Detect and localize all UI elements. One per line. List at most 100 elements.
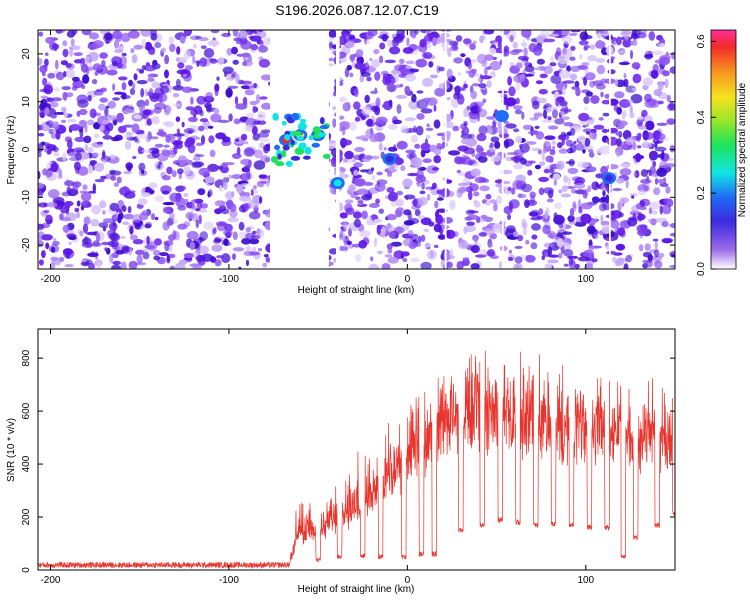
- spectrogram-cell: [471, 83, 480, 87]
- spectrogram-cell: [120, 32, 131, 43]
- spectrogram-cell: [370, 127, 373, 135]
- spectrogram-cell: [552, 173, 561, 181]
- spectrogram-cell: [658, 56, 671, 66]
- spectrogram-cell: [456, 157, 465, 165]
- spectrogram-cell: [549, 62, 557, 67]
- spectrogram-cell: [183, 50, 191, 60]
- spectrogram-cell: [198, 209, 208, 213]
- spectrogram-cell: [532, 100, 540, 110]
- spectrogram-cell: [554, 202, 562, 210]
- spectrogram-cell: [38, 31, 44, 37]
- spectrogram-cell: [136, 80, 148, 85]
- spectrogram-cell: [94, 179, 105, 183]
- spectrogram-cell: [243, 147, 255, 157]
- spectrogram-cell: [239, 195, 251, 202]
- spectrogram-cell: [485, 227, 495, 235]
- spectrogram-cell: [62, 48, 69, 58]
- spectrogram-cell: [485, 200, 491, 206]
- spectrogram-cell: [480, 75, 492, 80]
- spectrogram-cell: [522, 39, 526, 49]
- spectrogram-cell: [359, 230, 371, 238]
- spectrogram-cell: [217, 165, 223, 170]
- spectrogram-cell: [521, 30, 532, 38]
- spectrogram-cell: [636, 118, 643, 127]
- spectrogram-cell: [460, 53, 466, 58]
- spectrogram-cell: [80, 57, 86, 65]
- spectrogram-cell: [109, 202, 119, 212]
- spectrogram-cell: [76, 200, 81, 207]
- spectrogram-cell: [130, 47, 135, 54]
- spectrogram-cell: [166, 222, 171, 227]
- spectrogram-cell: [43, 147, 48, 153]
- spectrogram-cell: [135, 249, 145, 255]
- spectrogram-cell: [437, 234, 447, 240]
- spectrogram-cell: [452, 41, 458, 50]
- spectrogram-cell: [154, 143, 164, 148]
- spectrogram-cell: [169, 43, 176, 53]
- snr-frame: [37, 328, 676, 571]
- spectrogram-cell: [461, 258, 470, 267]
- spectrogram-cell: [429, 74, 439, 79]
- spectrogram-cell: [428, 221, 435, 227]
- spectrogram-cell: [463, 38, 472, 45]
- spectrogram-cell: [553, 214, 565, 225]
- spectrogram-cell: [623, 263, 629, 269]
- spectrogram-cell: [612, 256, 617, 263]
- spectrogram-cell: [563, 263, 569, 267]
- spectrogram-cell: [577, 161, 589, 168]
- spectrogram-cell: [50, 132, 57, 139]
- spectrogram-cell: [379, 42, 386, 50]
- spectrogram-cell: [570, 45, 576, 51]
- spectrogram-cell: [183, 132, 189, 138]
- spectrogram-cell: [591, 181, 600, 191]
- spectrogram-cell: [414, 30, 419, 35]
- spectrogram-cell: [618, 49, 626, 54]
- spectrogram-cell: [619, 197, 629, 204]
- spectrogram-cell: [612, 188, 623, 192]
- spectrogram-cell: [415, 125, 424, 136]
- spectrogram-cell: [79, 230, 84, 237]
- spectrogram-cell: [185, 211, 195, 220]
- spectrogram-cell: [365, 40, 371, 45]
- spectrogram-cell: [381, 263, 391, 269]
- spectrogram-cell: [428, 61, 434, 68]
- spectrogram-cell: [617, 121, 624, 128]
- spectrogram-cell: [456, 260, 464, 269]
- spectrogram-cell: [62, 40, 68, 47]
- spectrogram-cell: [600, 91, 604, 98]
- spectrogram-cell: [162, 206, 170, 214]
- spectrogram-cell: [240, 158, 252, 165]
- spectrogram-cell: [214, 259, 222, 267]
- spectrogram-cell: [543, 187, 554, 194]
- spectrogram-cell: [474, 200, 481, 208]
- spectrogram-cell: [154, 195, 165, 202]
- spectrogram-cell: [568, 256, 574, 266]
- spectrogram-cell: [257, 248, 263, 252]
- spectrogram-cell: [493, 202, 498, 212]
- spectrogram-cell: [490, 71, 496, 78]
- spectrogram-cell: [249, 30, 258, 34]
- spectrogram-cell: [402, 257, 408, 263]
- spectrogram-cell: [210, 30, 220, 34]
- spectrogram-cell: [536, 58, 546, 65]
- spectrogram-cell: [507, 76, 512, 86]
- spectrogram-cell: [414, 143, 421, 149]
- spectrogram-cell: [199, 57, 208, 68]
- spectrogram-cell: [145, 99, 150, 107]
- spectrogram-cell: [601, 224, 611, 234]
- spectrogram-cell: [386, 213, 398, 221]
- spectrogram-cell: [103, 218, 115, 224]
- spectrogram-cell: [223, 229, 233, 236]
- spectrogram-cell: [352, 211, 362, 219]
- spectrogram-cell: [513, 263, 523, 269]
- spectrogram-cell: [614, 91, 625, 99]
- spectrogram-cell: [581, 62, 590, 66]
- spectrogram-cell: [541, 255, 545, 260]
- spectrogram-cell: [354, 146, 365, 153]
- spectrogram-cell: [517, 55, 530, 61]
- spectrogram-cell: [151, 149, 160, 159]
- spectrogram-cell: [152, 249, 161, 256]
- spectrogram-cell: [405, 195, 409, 201]
- spectrogram-cell: [60, 119, 67, 123]
- spectrogram-cell: [209, 149, 216, 158]
